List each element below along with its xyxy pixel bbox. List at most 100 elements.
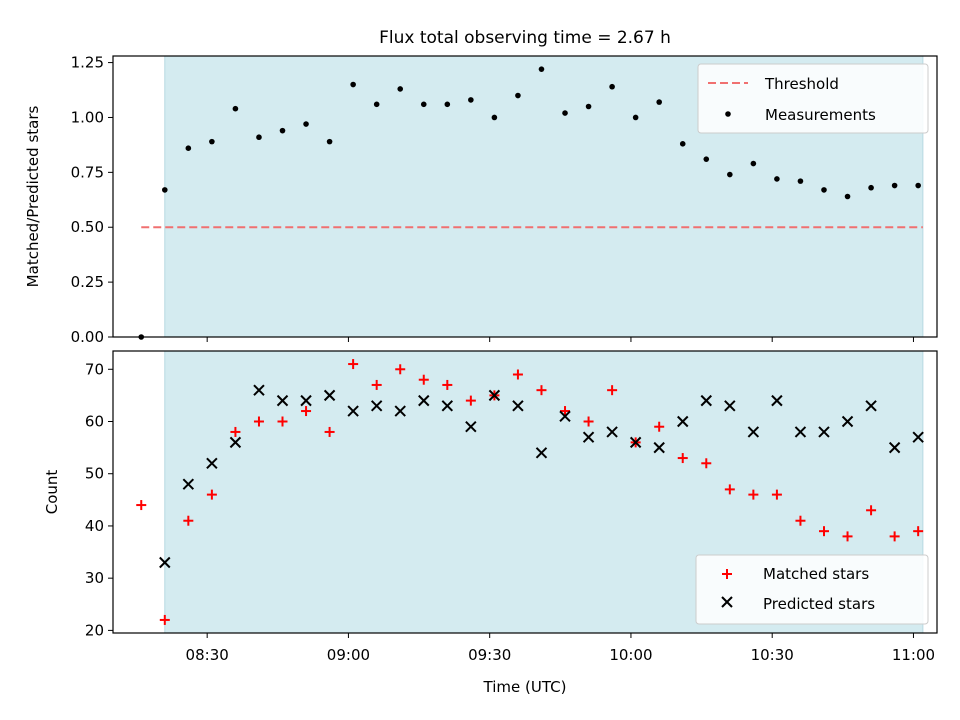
predicted-star-point — [606, 426, 618, 438]
matched-star-point — [536, 385, 547, 396]
measurement-point — [209, 138, 215, 145]
bottom-legend-box — [695, 554, 929, 625]
predicted-star-point — [677, 415, 689, 428]
measurement-point — [185, 145, 192, 152]
measurement-point — [774, 176, 780, 182]
top-y-tick-label: 1.00 — [71, 108, 104, 126]
predicted-star-point — [323, 389, 336, 402]
bottom-legend: Matched stars Predicted stars — [695, 554, 929, 625]
measurement-point — [444, 101, 451, 108]
top-legend: Threshold Measurements — [697, 63, 929, 134]
top-y-ticks: 0.00 0.25 0.50 0.75 1.00 1.25 — [71, 54, 113, 346]
legend-predicted-swatch — [721, 596, 733, 608]
predicted-star-point — [512, 400, 524, 412]
matched-star-point — [277, 416, 288, 427]
matched-star-point — [348, 359, 359, 370]
x-tick-label: 08:30 — [186, 646, 229, 664]
predicted-star-point — [582, 431, 595, 443]
matched-star-point — [677, 453, 688, 464]
measurement-point — [915, 182, 921, 189]
measurement-point — [326, 138, 333, 145]
matched-star-point — [253, 416, 264, 427]
measurement-point — [891, 182, 898, 189]
measurement-point — [844, 193, 851, 200]
matched-star-point — [183, 515, 194, 526]
matched-star-point — [607, 385, 618, 396]
predicted-star-point — [394, 405, 406, 417]
predicted-stars-points — [159, 384, 924, 569]
predicted-star-point — [653, 441, 665, 454]
matched-star-point — [842, 531, 853, 542]
legend-measurements-swatch — [725, 111, 731, 117]
predicted-star-point — [559, 410, 571, 422]
measurement-point — [562, 110, 568, 116]
bottom-y-tick-label: 50 — [85, 465, 104, 483]
matched-stars-points — [136, 359, 924, 625]
legend-threshold-label: Threshold — [764, 75, 839, 93]
matched-star-point — [654, 421, 665, 432]
predicted-star-point — [441, 400, 454, 412]
measurement-point — [750, 160, 757, 167]
x-tick-label: 09:00 — [327, 646, 370, 664]
predicted-star-point — [771, 394, 783, 407]
x-axis-label: Time (UTC) — [483, 678, 567, 696]
measurement-point — [279, 127, 286, 134]
predicted-star-point — [629, 436, 642, 449]
matched-star-point — [560, 406, 571, 417]
measurement-point — [703, 156, 710, 162]
predicted-star-point — [253, 384, 265, 396]
predicted-star-point — [370, 400, 383, 412]
matched-star-point — [465, 395, 476, 406]
matched-star-point — [701, 458, 712, 469]
measurement-point — [350, 81, 356, 88]
matched-star-point — [442, 379, 453, 390]
matched-star-point — [748, 489, 759, 500]
predicted-star-point — [888, 441, 901, 454]
legend-predicted-label: Predicted stars — [763, 595, 875, 613]
predicted-star-point — [418, 394, 430, 407]
top-x-ticks — [206, 337, 914, 342]
predicted-star-point — [182, 478, 195, 490]
predicted-star-point — [912, 431, 924, 443]
x-tick-label: 10:00 — [609, 646, 652, 664]
matched-star-point — [301, 406, 312, 417]
measurement-point — [609, 83, 615, 90]
matched-star-point — [324, 426, 335, 437]
predicted-star-point — [700, 394, 712, 407]
predicted-star-point — [465, 421, 477, 433]
bottom-x-ticks: 08:30 09:00 09:30 10:00 10:30 11:00 — [186, 633, 935, 664]
bottom-y-tick-label: 70 — [85, 360, 104, 378]
measurement-point — [679, 141, 686, 147]
matched-star-point — [889, 531, 900, 542]
predicted-star-point — [206, 457, 218, 469]
matched-star-point — [371, 379, 382, 390]
legend-measurements-label: Measurements — [765, 106, 876, 124]
bottom-y-axis-label: Count — [43, 470, 61, 515]
matched-star-point — [724, 484, 735, 495]
predicted-star-point — [865, 400, 877, 412]
predicted-star-point — [229, 436, 242, 449]
ratio-panel: 0.00 0.25 0.50 0.75 1.00 1.25 Matched/Predict… — [24, 54, 938, 346]
bottom-y-tick-label: 40 — [85, 517, 104, 535]
predicted-star-point — [724, 400, 736, 412]
measurement-point — [515, 92, 521, 99]
measurement-point — [656, 99, 662, 105]
matched-star-point — [913, 526, 924, 537]
predicted-star-point — [535, 447, 548, 459]
measurement-point — [161, 187, 168, 193]
top-y-tick-label: 0.25 — [71, 273, 104, 291]
measurement-point — [797, 178, 804, 184]
measurement-point — [256, 134, 262, 141]
predicted-star-point — [488, 389, 501, 402]
matched-star-point — [159, 614, 170, 625]
predicted-star-point — [347, 405, 359, 417]
legend-matched-swatch — [722, 569, 732, 579]
measurement-point — [373, 101, 380, 108]
predicted-star-point — [794, 426, 807, 438]
top-y-tick-label: 0.50 — [71, 218, 104, 236]
predicted-star-point — [818, 426, 830, 438]
predicted-star-point — [159, 556, 171, 569]
measurement-point — [821, 187, 827, 193]
measurement-point — [491, 114, 498, 121]
